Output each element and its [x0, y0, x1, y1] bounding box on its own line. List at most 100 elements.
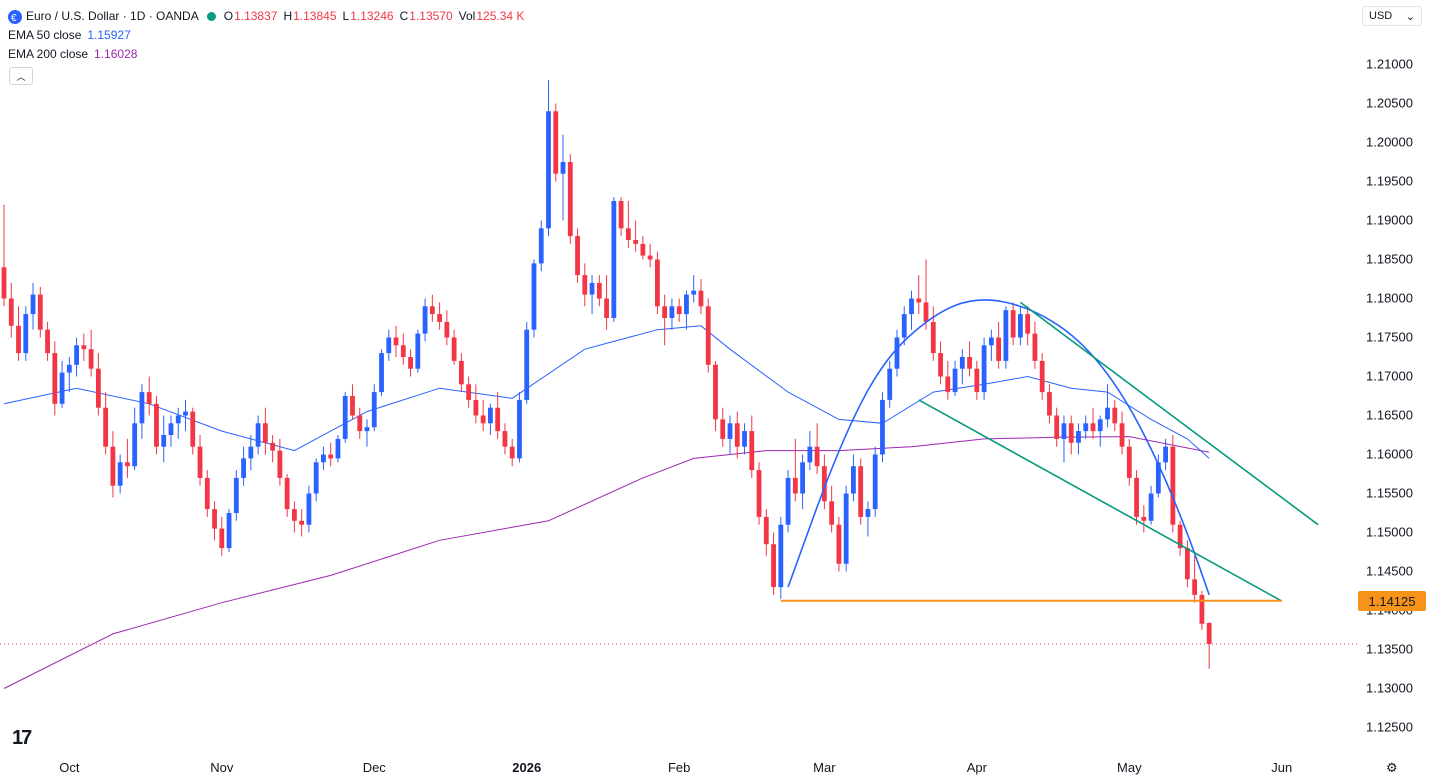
candle-body	[458, 360, 464, 385]
candle-body	[1170, 446, 1176, 525]
euro-flag-icon	[8, 9, 22, 28]
candle	[488, 403, 493, 435]
candle-body	[502, 431, 508, 447]
candle-body	[1155, 462, 1161, 494]
currency-select[interactable]: USD ⌄	[1362, 6, 1422, 26]
candle	[829, 485, 835, 533]
candle-body	[538, 228, 544, 264]
candle-body	[1032, 333, 1038, 361]
candle	[473, 384, 479, 424]
candle-body	[981, 345, 987, 393]
candle-body	[872, 454, 878, 510]
candle	[371, 384, 377, 432]
candle	[161, 415, 167, 463]
candle	[756, 462, 762, 525]
candle	[749, 415, 755, 478]
candle	[66, 357, 72, 393]
candle	[901, 306, 907, 346]
price-tick-label: 1.15500	[1366, 486, 1413, 501]
time-tick-label: 2026	[512, 760, 541, 775]
candle	[1105, 384, 1110, 428]
candle	[1141, 505, 1147, 533]
gear-icon[interactable]: ⚙	[1386, 760, 1398, 775]
candle	[959, 349, 965, 385]
candle	[691, 275, 697, 303]
candle-body	[437, 314, 442, 322]
candle	[575, 228, 580, 283]
candle	[887, 360, 893, 408]
candle-body	[909, 298, 914, 315]
candle-body	[923, 302, 929, 322]
candle	[175, 407, 181, 439]
candle-body	[669, 306, 675, 318]
candle-body	[625, 228, 631, 240]
candle-body	[1010, 310, 1016, 338]
candle-body	[546, 111, 551, 229]
support-price-value: 1.14125	[1368, 593, 1416, 609]
candle-body	[371, 392, 377, 428]
candle	[996, 321, 1002, 369]
candle	[531, 259, 537, 338]
candle-body	[95, 368, 101, 408]
tradingview-logo-icon[interactable]: 17	[12, 727, 32, 749]
candle	[306, 485, 312, 533]
candle-body	[742, 431, 747, 447]
price-axis: 1.21000 1.20500 1.20000 1.19500 1.19000 1.185…	[1366, 57, 1413, 735]
low-label: L	[342, 9, 350, 23]
chart-legend: Euro / U.S. Dollar · 1D · OANDA O1.13837…	[8, 7, 530, 64]
candle	[1206, 622, 1212, 669]
candle-body	[321, 454, 326, 463]
candle-body	[270, 442, 276, 451]
arc-drawing	[787, 299, 1210, 596]
candle-body	[1076, 431, 1081, 443]
symbol-title[interactable]: Euro / U.S. Dollar · 1D · OANDA	[26, 9, 199, 23]
candle	[909, 290, 914, 330]
candle-body	[1047, 392, 1052, 416]
ema50-label[interactable]: EMA 50 close	[8, 28, 82, 42]
candle-body	[727, 423, 733, 439]
candle-body	[916, 298, 922, 303]
ema50-line	[3, 325, 1210, 459]
candle	[1112, 399, 1118, 432]
candle-body	[792, 477, 798, 494]
candle	[45, 321, 50, 361]
candle	[350, 384, 355, 420]
candle-body	[1141, 516, 1147, 521]
candle-body	[386, 337, 392, 354]
candle	[582, 263, 588, 307]
price-tick-label: 1.12500	[1366, 720, 1413, 735]
candle-body	[517, 399, 522, 459]
candle	[589, 275, 595, 315]
candle	[226, 509, 232, 552]
candle	[538, 220, 544, 272]
candle-body	[785, 477, 791, 525]
candle-body	[364, 427, 370, 432]
candle-body	[168, 423, 174, 435]
ema200-label[interactable]: EMA 200 close	[8, 47, 89, 61]
candle-body	[676, 306, 682, 315]
candle	[742, 423, 747, 455]
candle	[771, 532, 776, 595]
candle-body	[342, 396, 348, 439]
price-tick-label: 1.18000	[1366, 291, 1413, 306]
candle	[865, 501, 871, 537]
time-tick-label: Dec	[363, 760, 387, 775]
candle	[408, 349, 413, 377]
candle	[894, 329, 900, 377]
candle	[1083, 415, 1089, 439]
candle	[502, 423, 508, 455]
candle-body	[1163, 446, 1168, 463]
candle	[1025, 306, 1031, 346]
low-value: 1.13246	[350, 9, 394, 23]
candle-body	[1061, 423, 1067, 439]
candle-body	[422, 306, 428, 334]
candle-body	[524, 329, 530, 400]
candle	[923, 259, 929, 330]
collapse-legend-button[interactable]: ︿	[9, 67, 33, 85]
candle	[1163, 438, 1168, 471]
candle-body	[212, 509, 217, 529]
candle-body	[814, 446, 820, 467]
candle	[154, 396, 159, 455]
candle-body	[306, 493, 312, 525]
